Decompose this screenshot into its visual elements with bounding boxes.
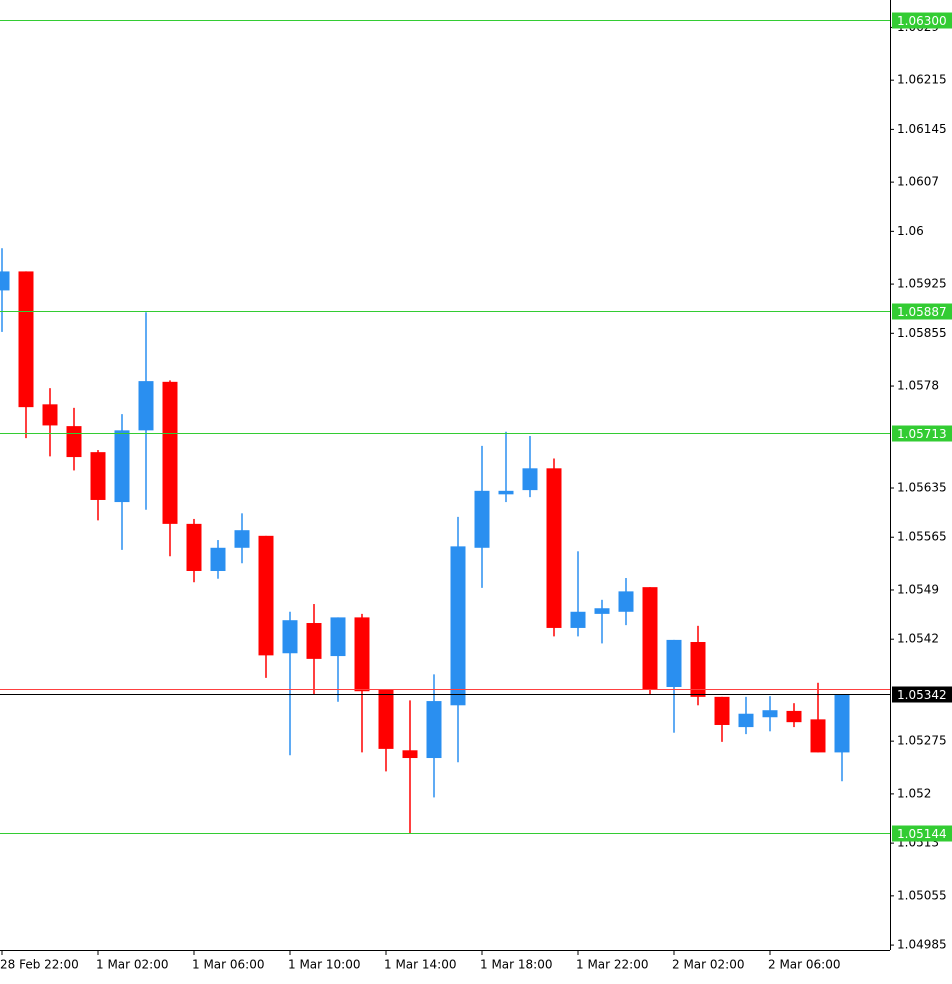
candle-body [402,750,418,759]
candle-body [114,430,130,503]
candle-body [42,404,58,426]
candle-body [738,713,754,728]
candle-body [642,587,658,690]
candle-body [18,271,34,408]
candle-body [570,611,586,628]
level-label-box [892,686,952,703]
candle-body [714,696,730,725]
candle-body [546,468,562,628]
candle-body [834,694,850,753]
candle-body [330,617,346,657]
candle-body [474,490,490,548]
candle-body [426,701,442,759]
y-tick-label: 1.06145 [897,122,947,136]
x-tick-label: 1 Mar 10:00 [288,958,361,972]
y-tick-label: 1.05565 [897,530,947,544]
candle-body [594,608,610,614]
candle-body [498,490,514,495]
candle-body [282,620,298,654]
candle-body [66,426,82,458]
candle-body [210,547,226,571]
candle-body [690,642,706,697]
x-tick-label: 1 Mar 22:00 [576,958,649,972]
candle-body [186,523,202,571]
candle-body [378,689,394,749]
x-tick-label: 1 Mar 18:00 [480,958,553,972]
candle-body [306,623,322,659]
candle-body [618,591,634,612]
y-tick-label: 1.06 [897,224,924,238]
y-tick-label: 1.0578 [897,379,939,393]
level-label: 1.05144 [897,827,947,841]
x-tick-label: 1 Mar 06:00 [192,958,265,972]
y-tick-label: 1.04985 [897,938,947,952]
candle-body [522,468,538,491]
candle-body [450,546,466,706]
candle-body [90,452,106,500]
x-tick-label: 1 Mar 02:00 [96,958,169,972]
candle-body [162,381,178,524]
y-tick-label: 1.05275 [897,734,947,748]
y-tick-label: 1.05055 [897,888,947,902]
level-label: 1.05713 [897,427,947,441]
level-label: 1.06300 [897,14,947,28]
level-label-box [892,825,952,842]
candle-body [666,639,682,688]
candle-body [258,535,274,656]
candle-body [786,710,802,723]
level-label: 1.05887 [897,305,947,319]
candle-body [810,719,826,753]
candle-body [0,271,10,291]
x-tick-label: 28 Feb 22:00 [0,958,79,972]
candle-body [234,530,250,548]
y-tick-label: 1.0607 [897,175,939,189]
y-tick-label: 1.0549 [897,582,939,596]
y-tick-label: 1.06215 [897,73,947,87]
y-tick-label: 1.05925 [897,277,947,291]
level-label-box [892,425,952,442]
level-label-box [892,12,952,29]
x-tick-label: 2 Mar 02:00 [672,958,745,972]
y-tick-label: 1.052 [897,786,931,800]
y-tick-label: 1.0542 [897,632,939,646]
candle-body [354,617,370,692]
candle-body [762,710,778,718]
level-label-box [892,303,952,320]
y-tick-label: 1.05635 [897,481,947,495]
level-label: 1.05342 [897,688,947,702]
x-tick-label: 1 Mar 14:00 [384,958,457,972]
y-tick-label: 1.05855 [897,326,947,340]
candle-body [138,381,154,431]
x-tick-label: 2 Mar 06:00 [768,958,841,972]
